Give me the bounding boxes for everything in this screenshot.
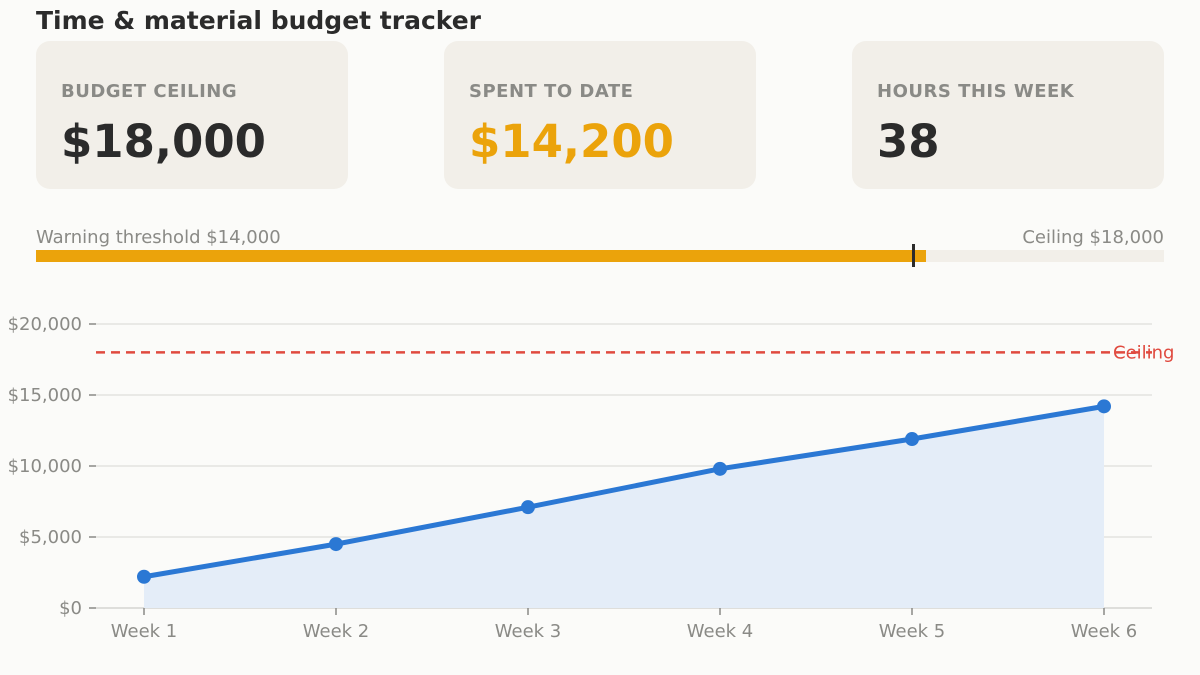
data-point xyxy=(1097,399,1111,414)
budget-ceiling-value: $18,000 xyxy=(61,115,266,168)
data-point xyxy=(521,500,535,515)
y-tick-label: $10,000 xyxy=(8,456,82,477)
warning-threshold-marker xyxy=(912,244,916,267)
y-tick-label: $15,000 xyxy=(8,385,82,406)
spend-series-line xyxy=(141,403,1107,580)
y-tick-label: $20,000 xyxy=(8,314,82,335)
hours-this-week-label: HOURS THIS WEEK xyxy=(877,81,1075,102)
budget-progress-fill xyxy=(36,250,926,262)
budget-ceiling-card: BUDGET CEILING $18,000 xyxy=(36,41,348,189)
budget-ceiling-label: BUDGET CEILING xyxy=(61,81,238,102)
x-tick-label: Week 2 xyxy=(303,621,370,642)
budget-progress-bar xyxy=(36,244,1164,267)
data-point xyxy=(713,461,727,476)
ceiling-reference-label: Ceiling xyxy=(1113,342,1174,363)
x-tick-label: Week 1 xyxy=(111,621,178,642)
y-tick-label: $0 xyxy=(59,598,82,619)
hours-this-week-card: HOURS THIS WEEK 38 xyxy=(852,41,1164,189)
y-tick-label: $5,000 xyxy=(19,527,82,548)
spent-to-date-card: SPENT TO DATE $14,200 xyxy=(444,41,756,189)
x-tick-label: Week 4 xyxy=(687,621,754,642)
x-tick-label: Week 6 xyxy=(1071,621,1138,642)
warning-threshold-label: Warning threshold $14,000 xyxy=(36,227,281,248)
page-title: Time & material budget tracker xyxy=(36,6,482,35)
data-point xyxy=(137,569,151,584)
spent-to-date-value: $14,200 xyxy=(469,115,674,168)
x-tick-label: Week 3 xyxy=(495,621,562,642)
ceiling-label: Ceiling $18,000 xyxy=(1022,227,1164,248)
hours-this-week-value: 38 xyxy=(877,115,940,168)
data-point xyxy=(905,432,919,447)
x-tick-label: Week 5 xyxy=(879,621,946,642)
area-fill xyxy=(144,406,1104,608)
spent-to-date-label: SPENT TO DATE xyxy=(469,81,634,102)
data-point xyxy=(329,537,343,552)
